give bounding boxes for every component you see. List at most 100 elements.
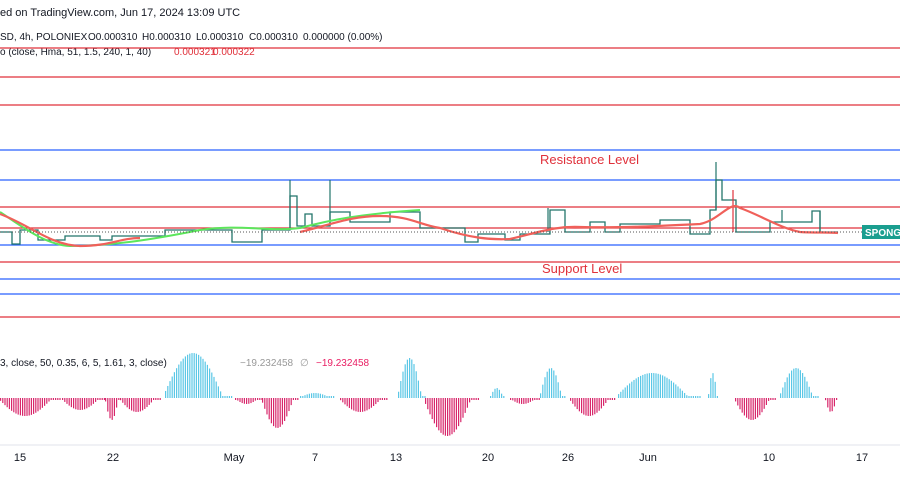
histogram-bar <box>292 398 294 400</box>
histogram-bar <box>211 372 213 398</box>
histogram-bar <box>266 398 268 415</box>
histogram-bar <box>402 371 404 398</box>
histogram-bar <box>808 386 810 398</box>
histogram-bar <box>750 398 752 420</box>
histogram-bar <box>600 398 602 409</box>
histogram-bar <box>286 398 288 417</box>
histogram-bar <box>52 398 54 400</box>
histogram-bar <box>111 398 113 420</box>
legend-low: L0.000310 <box>196 32 244 43</box>
histogram-bar <box>741 398 743 413</box>
histogram-bar <box>791 370 793 398</box>
histogram-bar <box>831 398 833 412</box>
histogram-bar <box>28 398 30 416</box>
histogram-bar <box>833 398 835 407</box>
histogram-bar <box>829 398 831 412</box>
histogram-bar <box>95 398 97 402</box>
histogram-bar <box>420 391 422 398</box>
histogram-bar <box>648 373 650 398</box>
legend-high: H0.000310 <box>142 32 191 43</box>
histogram-bar <box>469 398 471 403</box>
histogram-bar <box>746 398 748 418</box>
histogram-bar <box>425 398 427 404</box>
histogram-bar <box>743 398 745 416</box>
histogram-bar <box>714 381 716 398</box>
histogram-bar <box>206 364 208 398</box>
histogram-bar <box>415 371 417 398</box>
histogram-bar <box>642 374 644 398</box>
histogram-bar <box>413 364 415 398</box>
histogram-bar <box>640 375 642 398</box>
histogram-bar <box>451 398 453 435</box>
histogram-bar <box>131 398 133 411</box>
histogram-bar <box>679 388 681 398</box>
histogram-bar <box>815 396 817 398</box>
histogram-bar <box>270 398 272 424</box>
histogram-bar <box>444 398 446 436</box>
histogram-bar <box>570 398 572 401</box>
histogram-bar <box>328 396 330 398</box>
histogram-bar <box>576 398 578 410</box>
histogram-bar <box>150 398 152 403</box>
histogram-bar <box>512 398 514 401</box>
oscillator-value: −19.232458 <box>316 358 370 369</box>
histogram-bar <box>346 398 348 407</box>
indicator-value: 0.000321 <box>174 47 216 58</box>
histogram-bar <box>77 398 79 410</box>
histogram-bar <box>295 398 297 400</box>
histogram-bar <box>583 398 585 415</box>
histogram-bar <box>101 398 103 400</box>
histogram-bar <box>326 396 328 398</box>
histogram-bar <box>79 398 81 410</box>
histogram-bar <box>496 388 498 398</box>
histogram-bar <box>629 383 631 398</box>
histogram-bar <box>708 394 710 398</box>
histogram-bar <box>501 393 503 398</box>
histogram-bar <box>436 398 438 428</box>
histogram-bar <box>622 389 624 398</box>
histogram-bar <box>105 398 107 402</box>
histogram-bar <box>544 377 546 398</box>
histogram-bar <box>300 396 302 398</box>
histogram-bar <box>217 386 219 398</box>
price-tag: SPONG <box>865 228 900 239</box>
histogram-bar <box>324 395 326 398</box>
published: ed on TradingView.com, Jun 17, 2024 13:0… <box>0 7 240 19</box>
histogram-bar <box>607 398 609 401</box>
histogram-bar <box>651 373 653 398</box>
histogram-bar <box>411 359 413 398</box>
histogram-bar <box>46 398 48 404</box>
histogram-bar <box>609 398 611 400</box>
histogram-bar <box>817 396 819 398</box>
histogram-bar <box>37 398 39 412</box>
histogram-bar <box>257 398 259 400</box>
histogram-bar <box>772 398 774 400</box>
histogram-bar <box>70 398 72 408</box>
histogram-bar <box>148 398 150 405</box>
histogram-bar <box>64 398 66 402</box>
histogram-bar <box>99 398 101 400</box>
histogram-bar <box>763 398 765 409</box>
histogram-bar <box>477 398 479 400</box>
histogram-bar <box>546 371 548 398</box>
histogram-bar <box>518 398 520 404</box>
legend-symbol: SD, 4h, POLONIEX <box>0 32 88 43</box>
histogram-bar <box>319 393 321 398</box>
histogram-bar <box>62 398 64 400</box>
indicator-value: 0.000322 <box>213 47 255 58</box>
histogram-bar <box>39 398 41 410</box>
histogram-bar <box>290 398 292 406</box>
histogram-bar <box>304 395 306 398</box>
histogram-bar <box>754 398 756 420</box>
histogram-bar <box>562 396 564 398</box>
histogram-bar <box>521 398 523 404</box>
histogram-bar <box>116 398 118 408</box>
histogram-bar <box>424 396 426 398</box>
histogram-bar <box>695 396 697 398</box>
histogram-bar <box>311 393 313 398</box>
histogram-bar <box>587 398 589 416</box>
histogram-bar <box>30 398 32 415</box>
histogram-bar <box>191 353 193 398</box>
histogram-bar <box>677 386 679 398</box>
histogram-bar <box>710 378 712 398</box>
